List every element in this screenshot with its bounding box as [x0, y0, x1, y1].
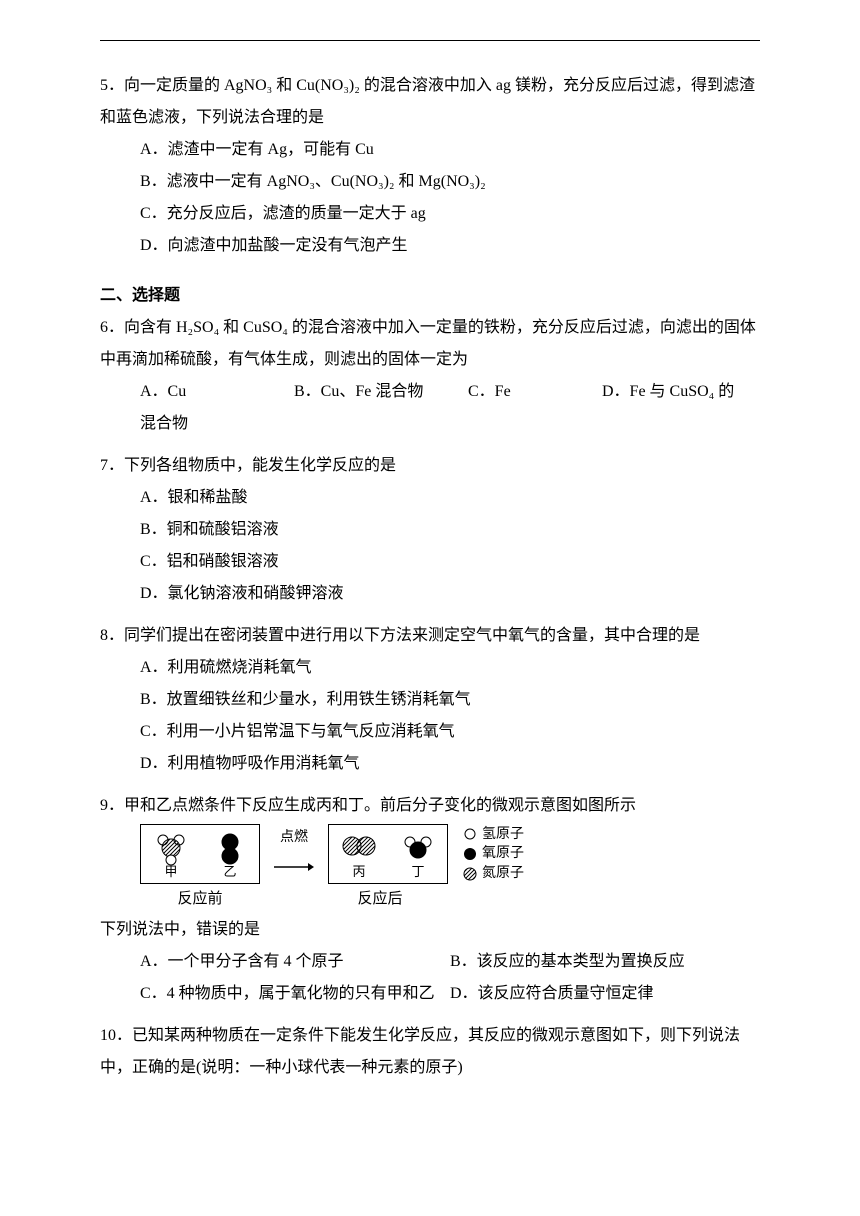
q5-opt-b: B．滤液中一定有 AgNO₃、Cu(NO₃)₂ 和 Mg(NO₃)₂ [140, 166, 760, 198]
q6-stem: 6．向含有 H₂SO₄ 和 CuSO₄ 的混合溶液中加入一定量的铁粉，充分反应后… [100, 312, 760, 376]
q7-opt-b: B．铜和硫酸铝溶液 [140, 514, 760, 546]
q5-opt-c: C．充分反应后，滤渣的质量一定大于 ag [140, 198, 760, 230]
q6-opt-c: C．Fe [468, 376, 598, 408]
q9-opt-d: D．该反应符合质量守恒定律 [450, 978, 760, 1010]
q9-opt-c: C．4 种物质中，属于氧化物的只有甲和乙 [140, 978, 450, 1010]
q9-captions: 反应前 反应后 [100, 884, 760, 914]
q5-stem: 5．向一定质量的 AgNO₃ 和 Cu(NO₃)₂ 的混合溶液中加入 ag 镁粉… [100, 70, 760, 134]
q9-opt-a: A．一个甲分子含有 4 个原子 [140, 946, 450, 978]
q9-opt-b: B．该反应的基本类型为置换反应 [450, 946, 760, 978]
label-yi: 乙 [223, 864, 236, 879]
q9-diagram: 甲 乙 点燃 丙 丁 [100, 824, 760, 884]
q6-opt-d-cont: 混合物 [100, 408, 760, 440]
q7-opt-d: D．氯化钠溶液和硝酸钾溶液 [140, 578, 760, 610]
label-bing: 丙 [352, 864, 365, 879]
q9-cap-after: 反应后 [320, 884, 440, 914]
section-2-heading: 二、选择题 [100, 280, 760, 312]
q8-opt-a: A．利用硫燃烧消耗氧气 [140, 652, 760, 684]
q6-opt-a: A．Cu [140, 376, 290, 408]
q9-substem: 下列说法中，错误的是 [100, 914, 760, 946]
legend-h: 氢原子 [462, 825, 524, 845]
q5-options: A．滤渣中一定有 Ag，可能有 Cu B．滤液中一定有 AgNO₃、Cu(NO₃… [100, 134, 760, 262]
top-rule [100, 40, 760, 41]
legend-n: 氮原子 [462, 864, 524, 884]
legend-n-label: 氮原子 [482, 864, 524, 884]
q7-opt-a: A．银和稀盐酸 [140, 482, 760, 514]
q9-options: A．一个甲分子含有 4 个原子 B．该反应的基本类型为置换反应 C．4 种物质中… [100, 946, 760, 1010]
q10-stem: 10．已知某两种物质在一定条件下能发生化学反应，其反应的微观示意图如下，则下列说… [100, 1020, 760, 1084]
q7-options: A．银和稀盐酸 B．铜和硫酸铝溶液 C．铝和硝酸银溶液 D．氯化钠溶液和硝酸钾溶… [100, 482, 760, 610]
q6-options: A．Cu B．Cu、Fe 混合物 C．Fe D．Fe 与 CuSO₄ 的 [100, 376, 760, 408]
q8-stem: 8．同学们提出在密闭装置中进行用以下方法来测定空气中氧气的含量，其中合理的是 [100, 620, 760, 652]
q9-mol-yi: 乙 [200, 825, 259, 883]
q8-opt-d: D．利用植物呼吸作用消耗氧气 [140, 748, 760, 780]
label-ding: 丁 [411, 864, 424, 879]
q9-cap-before: 反应前 [140, 884, 260, 914]
q6-opt-b: B．Cu、Fe 混合物 [294, 376, 464, 408]
q9-mol-bing: 丙 [329, 825, 388, 883]
q9-arrow-label: 点燃 [274, 824, 314, 852]
legend-h-label: 氢原子 [482, 825, 524, 845]
q9-mol-ding: 丁 [388, 825, 447, 883]
q8-opt-c: C．利用一小片铝常温下与氧气反应消耗氧气 [140, 716, 760, 748]
legend-o: 氧原子 [462, 844, 524, 864]
label-jia: 甲 [164, 864, 177, 879]
q6-opt-d: D．Fe 与 CuSO₄ 的 [602, 376, 734, 408]
q5-opt-a: A．滤渣中一定有 Ag，可能有 Cu [140, 134, 760, 166]
q9-stem: 9．甲和乙点燃条件下反应生成丙和丁。前后分子变化的微观示意图如图所示 [100, 790, 760, 822]
q7-stem: 7．下列各组物质中，能发生化学反应的是 [100, 450, 760, 482]
q8-options: A．利用硫燃烧消耗氧气 B．放置细铁丝和少量水，利用铁生锈消耗氧气 C．利用一小… [100, 652, 760, 780]
q9-mol-jia: 甲 [141, 825, 200, 883]
q9-box-after: 丙 丁 [328, 824, 448, 884]
legend-o-label: 氧原子 [482, 844, 524, 864]
q9-box-before: 甲 乙 [140, 824, 260, 884]
q5-opt-d: D．向滤渣中加盐酸一定没有气泡产生 [140, 230, 760, 262]
q8-opt-b: B．放置细铁丝和少量水，利用铁生锈消耗氧气 [140, 684, 760, 716]
q9-legend: 氢原子 氧原子 氮原子 [462, 825, 524, 884]
q9-arrow: 点燃 [274, 824, 314, 884]
q7-opt-c: C．铝和硝酸银溶液 [140, 546, 760, 578]
